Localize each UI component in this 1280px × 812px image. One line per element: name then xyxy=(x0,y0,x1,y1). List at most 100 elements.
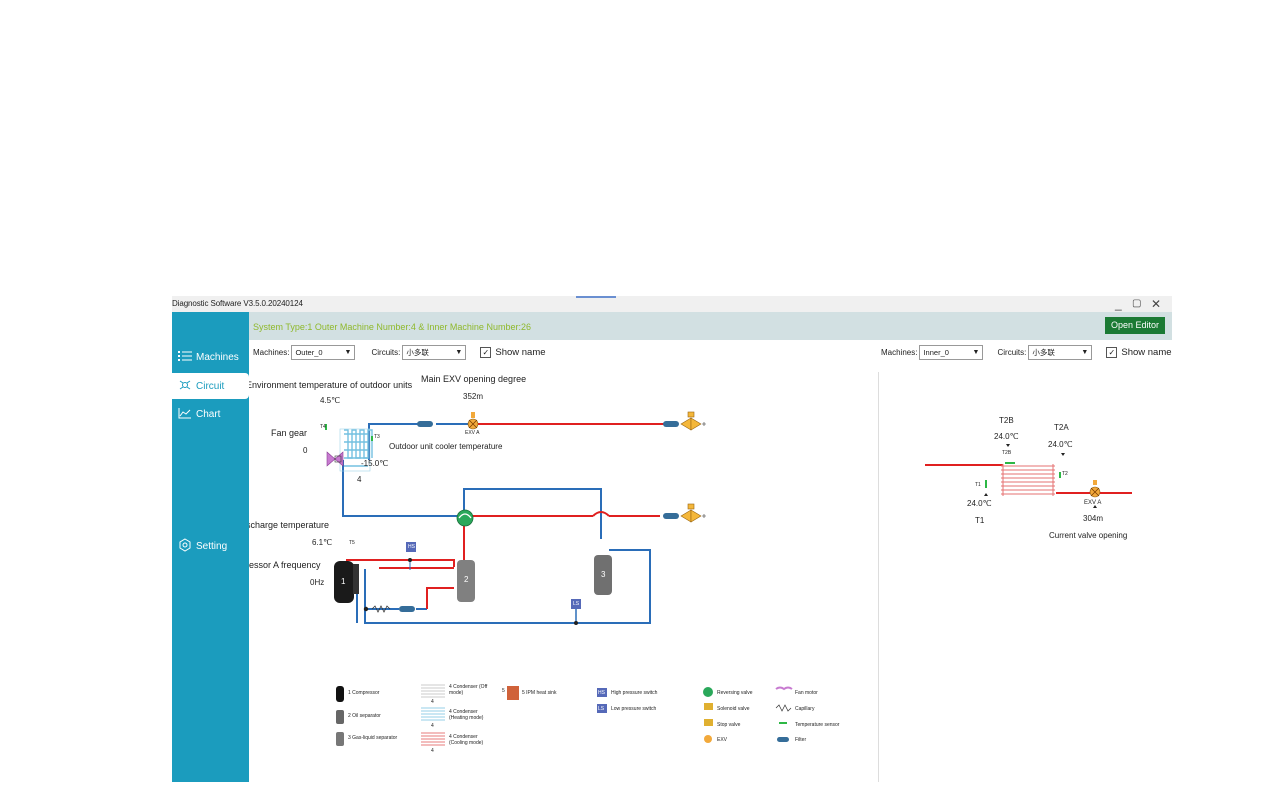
circuit-pipes xyxy=(325,411,793,746)
t2a-value[interactable]: 24.0℃ xyxy=(1048,440,1073,449)
t1-value[interactable]: 24.0℃ xyxy=(967,499,992,508)
circuits-select[interactable]: 小多联 ▼ xyxy=(402,344,467,360)
chevron-down-icon: ▼ xyxy=(972,348,980,356)
machines-label: Machines: xyxy=(253,347,290,357)
fan-gear-value[interactable]: 0 xyxy=(303,446,308,455)
legend-condenser-cooling: 4 Condenser (Cooling mode) xyxy=(449,734,484,746)
main-exv-value[interactable]: 352m xyxy=(463,392,484,401)
chart-icon xyxy=(178,407,192,422)
circuit-icon xyxy=(178,379,192,394)
legend-oil-separator: 2 Oil separator xyxy=(348,713,381,719)
cooler-temp-value[interactable]: -15.0℃ xyxy=(361,459,389,468)
chevron-down-icon: ▼ xyxy=(1081,348,1089,356)
right-toolbar: Machines: Inner_0 ▼ Circuits: 小多联 ▼ ✓ Sh… xyxy=(881,344,1172,360)
app-window: Diagnostic Software V3.5.0.20240124 _ ▢ … xyxy=(172,296,1172,782)
open-editor-button[interactable]: Open Editor xyxy=(1104,317,1165,334)
legend-capillary: Capillary xyxy=(795,706,815,712)
circuits-label: Circuits: xyxy=(997,347,1027,357)
minimize-button[interactable]: _ xyxy=(1115,297,1122,311)
cooler-temp-label: Outdoor unit cooler temperature xyxy=(389,442,503,451)
indoor-show-name-checkbox[interactable]: ✓ Show name xyxy=(1106,346,1172,358)
fan-gear-label: Fan gear xyxy=(271,428,308,438)
machines-select[interactable]: Outer_0 ▼ xyxy=(291,344,356,360)
legend-temperature-sensor: Temperature sensor xyxy=(795,722,840,728)
compressor-freq-label: ressor A frequency xyxy=(249,560,321,570)
sidebar-item-chart[interactable]: Chart xyxy=(172,401,249,427)
indoor-pipes xyxy=(925,444,1132,508)
t2b-value[interactable]: 24.0℃ xyxy=(994,432,1019,441)
legend-reversing-valve: Reversing valve xyxy=(717,690,753,696)
sidebar: Machines Circuit Chart Setting xyxy=(172,312,249,782)
checkbox-icon: ✓ xyxy=(1106,346,1118,358)
chevron-down-icon: ▼ xyxy=(455,348,463,356)
settings-icon xyxy=(178,537,192,555)
circuits-label: Circuits: xyxy=(371,347,401,357)
discharge-temp-label: scharge temperature xyxy=(249,520,330,530)
t1-label: T1 xyxy=(975,516,985,525)
t1-sensor-tag: T1 xyxy=(975,482,981,488)
sidebar-item-machines[interactable]: Machines xyxy=(172,344,249,370)
machines-label: Machines: xyxy=(881,347,918,357)
machines-select-value: Inner_0 xyxy=(923,347,949,357)
legend-ipm: 5 IPM heat sink xyxy=(522,690,557,696)
legend-ipm-num: 5 xyxy=(502,688,505,694)
legend-ls-tag: LS xyxy=(598,706,605,712)
sidebar-item-label: Setting xyxy=(196,540,228,552)
maximize-button[interactable]: ▢ xyxy=(1132,298,1142,309)
indoor-machines-select[interactable]: Inner_0 ▼ xyxy=(919,344,984,360)
t2b-label: T2B xyxy=(999,416,1014,425)
legend-low-pressure-switch: Low pressure switch xyxy=(611,706,657,712)
sidebar-item-label: Chart xyxy=(196,408,221,420)
legend-compressor: 1 Compressor xyxy=(348,690,380,696)
t2-sensor-tag: T2 xyxy=(1062,471,1068,477)
circuits-select-value: 小多联 xyxy=(406,347,429,357)
compressor-freq-value[interactable]: 0Hz xyxy=(310,578,325,587)
legend-fan-motor: Fan motor xyxy=(795,690,818,696)
legend-filter: Filter xyxy=(795,737,807,743)
hs-tag: HS xyxy=(408,544,415,550)
legend-solenoid-valve: Solenoid valve xyxy=(717,706,750,712)
indoor-circuits-select[interactable]: 小多联 ▼ xyxy=(1028,344,1093,360)
sidebar-item-label: Circuit xyxy=(196,380,225,392)
indoor-exv-value[interactable]: 304m xyxy=(1083,514,1104,523)
condenser-number: 4 xyxy=(357,475,362,484)
env-temp-label: Environment temperature of outdoor units xyxy=(249,380,413,390)
t4-sensor-tag: T4 xyxy=(320,424,326,430)
list-icon xyxy=(178,350,192,365)
sidebar-item-circuit[interactable]: Circuit xyxy=(172,373,249,399)
sidebar-item-setting[interactable]: Setting xyxy=(172,533,249,559)
t2a-label: T2A xyxy=(1054,423,1069,432)
outdoor-circuit-diagram: Environment temperature of outdoor units… xyxy=(249,372,878,782)
app-title: Diagnostic Software V3.5.0.20240124 xyxy=(172,299,303,308)
chevron-down-icon: ▼ xyxy=(344,348,352,356)
legend-condenser-heating: 4 Condenser (Heating mode) xyxy=(449,709,484,721)
indoor-exv-tag: EXV A xyxy=(1084,500,1102,506)
discharge-temp-value[interactable]: 6.1℃ xyxy=(312,538,333,547)
t3-sensor-tag: T3 xyxy=(374,434,380,440)
title-bar: Diagnostic Software V3.5.0.20240124 _ ▢ … xyxy=(172,296,1172,313)
legend-gas-liquid-separator: 3 Gas-liquid separator xyxy=(348,735,398,741)
compressor-number: 1 xyxy=(341,577,346,586)
close-button[interactable]: ✕ xyxy=(1151,297,1162,311)
t2b-sensor-tag: T2B xyxy=(1002,450,1012,456)
checkbox-icon: ✓ xyxy=(480,346,492,358)
panel-divider xyxy=(878,372,879,782)
oil-separator-number: 2 xyxy=(464,575,469,584)
exv-a-tag: EXV A xyxy=(465,430,480,436)
legend-hs-tag: HS xyxy=(598,690,605,696)
t5-sensor-tag: T5 xyxy=(349,540,355,546)
indoor-circuit-diagram: T2B 24.0℃ T2B T2A 24.0℃ T2 T1 24.0℃ T1 E… xyxy=(879,372,1172,782)
sidebar-item-label: Machines xyxy=(196,351,239,363)
env-temp-value[interactable]: 4.5℃ xyxy=(320,396,341,405)
legend-condenser-num: 4 xyxy=(431,723,434,729)
tab-indicator xyxy=(576,296,616,298)
show-name-label: Show name xyxy=(495,346,546,358)
main-exv-label: Main EXV opening degree xyxy=(421,374,527,384)
legend-stop-valve: Stop valve xyxy=(717,722,741,728)
left-toolbar: Machines: Outer_0 ▼ Circuits: 小多联 ▼ ✓ Sh… xyxy=(253,344,546,360)
system-info-bar: System Type:1 Outer Machine Number:4 & I… xyxy=(249,312,1172,340)
legend-exv: EXV xyxy=(717,737,728,743)
legend-condenser-num: 4 xyxy=(431,699,434,705)
legend-high-pressure-switch: High pressure switch xyxy=(611,690,658,696)
show-name-checkbox[interactable]: ✓ Show name xyxy=(480,346,546,358)
